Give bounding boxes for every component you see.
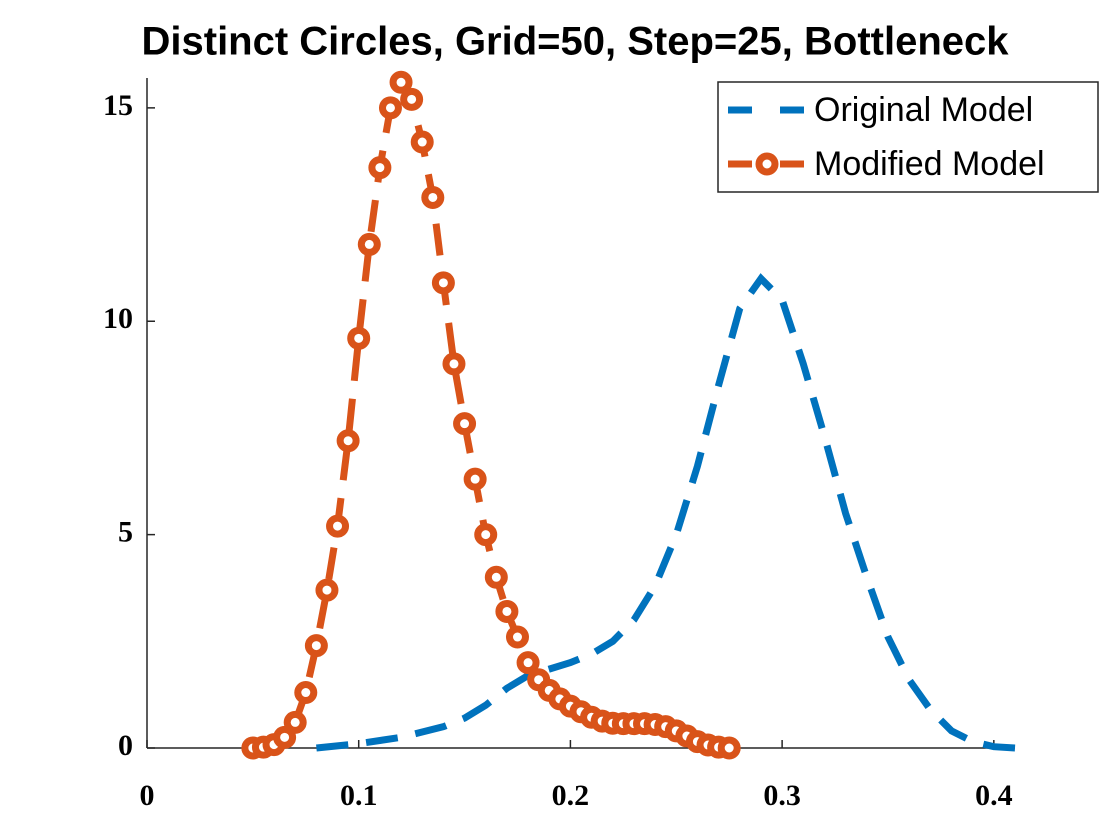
series-marker (505, 625, 529, 649)
series-marker (378, 96, 402, 120)
series-marker (453, 412, 477, 436)
series-marker (421, 185, 445, 209)
series-marker (431, 271, 455, 295)
series-marker (368, 156, 392, 180)
legend-marker (755, 152, 779, 176)
series-marker (326, 514, 350, 538)
x-tick-label: 0.1 (340, 779, 378, 812)
x-tick-label: 0 (140, 779, 155, 812)
legend-label: Modified Model (814, 145, 1045, 183)
series-marker (273, 725, 297, 749)
x-tick-label: 0.3 (763, 779, 801, 812)
series-marker (283, 710, 307, 734)
series-line (252, 74, 730, 752)
x-tick-label: 0.2 (552, 779, 590, 812)
y-tick-label: 0 (118, 729, 133, 762)
chart-title: Distinct Circles, Grid=50, Step=25, Bott… (142, 20, 1010, 64)
y-tick-label: 10 (103, 302, 133, 335)
series-marker (304, 634, 328, 658)
series-marker (357, 232, 381, 256)
y-tick-label: 5 (118, 516, 133, 549)
series-marker (495, 599, 519, 623)
series-marker (336, 429, 360, 453)
series-marker (474, 523, 498, 547)
series-line (316, 273, 1016, 752)
series-marker (294, 681, 318, 705)
series-marker (516, 651, 540, 675)
series-marker (410, 130, 434, 154)
series-marker (389, 70, 413, 94)
series-marker (400, 87, 424, 111)
series-marker (347, 326, 371, 350)
y-tick-label: 15 (103, 89, 133, 122)
series-marker (717, 736, 741, 760)
series-marker (484, 565, 508, 589)
series-marker (463, 467, 487, 491)
series-marker (442, 352, 466, 376)
legend-box (717, 81, 1099, 193)
series-marker (315, 578, 339, 602)
x-tick-label: 0.4 (975, 779, 1013, 812)
legend-label: Original Model (814, 91, 1033, 129)
